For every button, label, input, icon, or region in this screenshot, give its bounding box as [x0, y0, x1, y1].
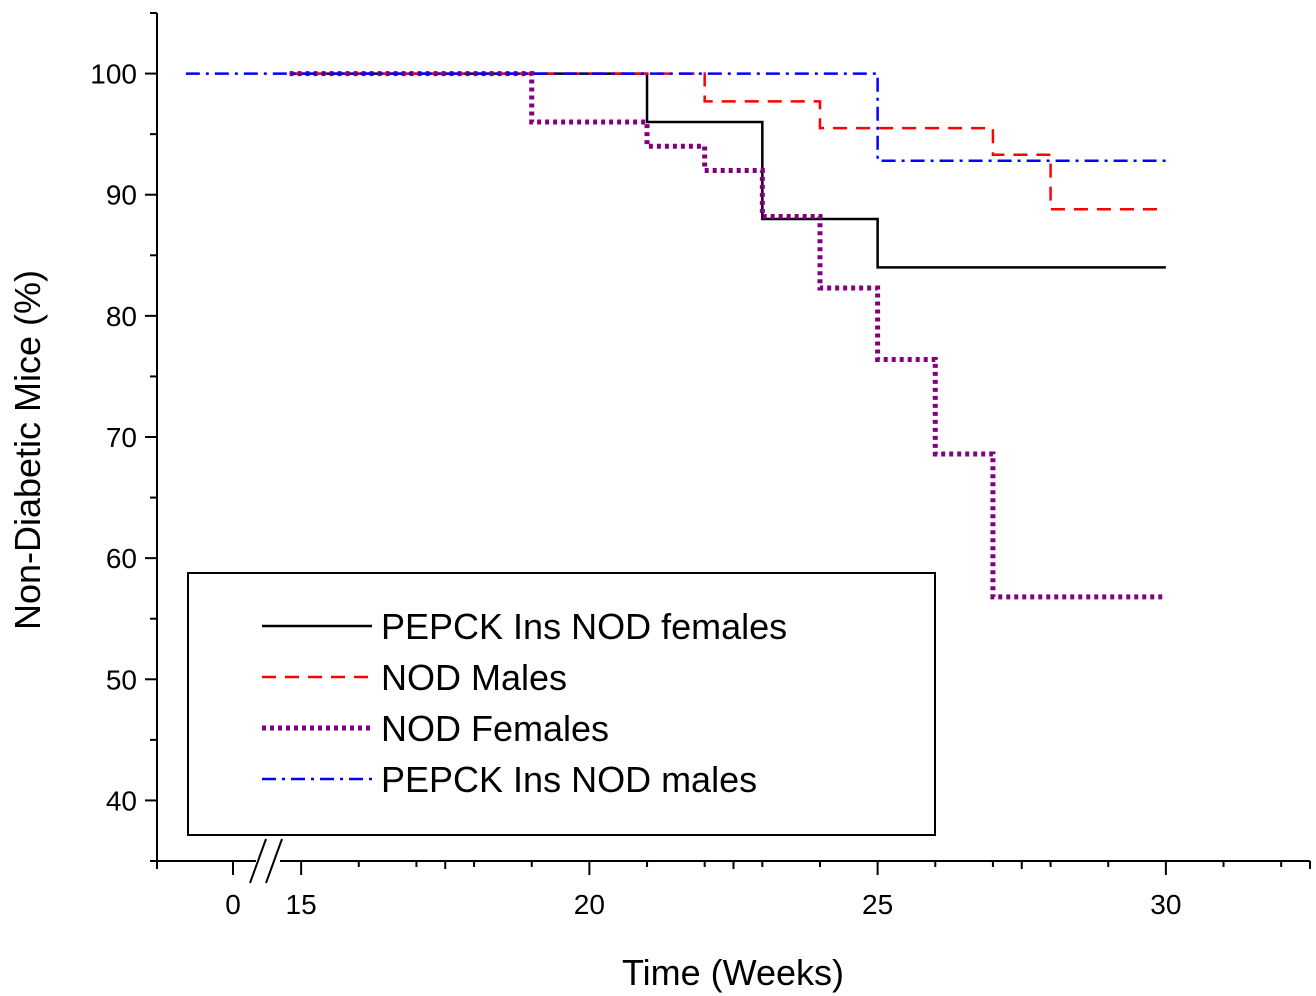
legend-box [187, 572, 936, 836]
x-axis-break-mark [249, 838, 267, 884]
y-tick-label: 60 [106, 543, 137, 574]
x-axis-title: Time (Weeks) [622, 952, 844, 993]
x-tick-label: 15 [286, 889, 317, 920]
y-tick-label: 90 [106, 180, 137, 211]
y-axis-title: Non-Diabetic Mice (%) [7, 270, 48, 630]
legend-label: NOD Males [381, 657, 567, 698]
x-tick-label: 0 [225, 889, 241, 920]
legend-label: PEPCK Ins NOD males [381, 759, 757, 800]
x-tick-label: 30 [1150, 889, 1181, 920]
legend: PEPCK Ins NOD females NOD Males NOD Female… [187, 572, 936, 836]
x-axis-break-mark [265, 838, 283, 884]
y-tick-label: 70 [106, 422, 137, 453]
series-line-nod-males [289, 72, 1166, 211]
y-tick-label: 100 [90, 59, 137, 90]
legend-label: NOD Females [381, 708, 609, 749]
x-tick-label: 20 [574, 889, 605, 920]
x-tick-label: 25 [862, 889, 893, 920]
series-line-nod-females [289, 71, 1166, 600]
y-tick-label: 50 [106, 664, 137, 695]
series-line-pepck-ins-nod-males [185, 72, 1166, 163]
y-tick-label: 80 [106, 301, 137, 332]
y-tick-label: 40 [106, 785, 137, 816]
series-layer [185, 71, 1166, 600]
axes: 40 50 60 70 80 90 100 15 20 25 30 0 [90, 12, 1311, 920]
legend-label: PEPCK Ins NOD females [381, 606, 787, 647]
